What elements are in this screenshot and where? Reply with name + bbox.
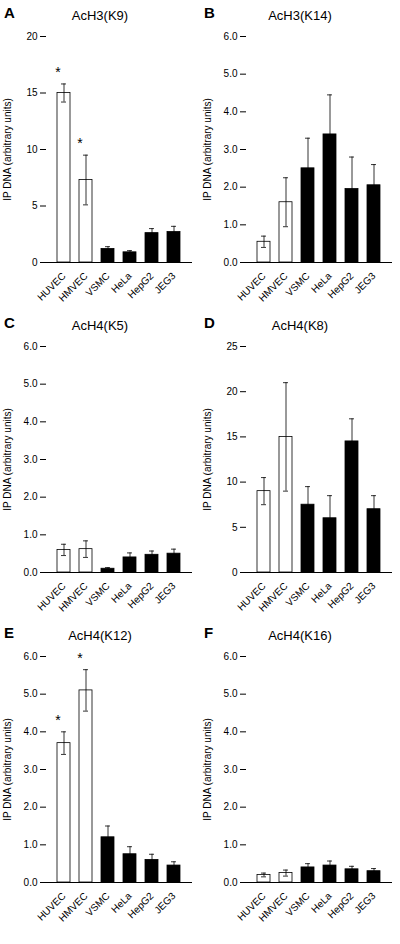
svg-text:*: *: [77, 135, 83, 151]
svg-text:VSMC: VSMC: [83, 270, 111, 298]
svg-text:IP DNA (arbitrary units): IP DNA (arbitrary units): [2, 98, 13, 201]
svg-text:4.0: 4.0: [24, 416, 38, 427]
svg-text:5.0: 5.0: [24, 688, 38, 699]
svg-text:*: *: [55, 712, 61, 728]
svg-text:VSMC: VSMC: [283, 580, 311, 608]
svg-text:0: 0: [32, 257, 38, 268]
html-text:AcH4(K8): AcH4(K8): [271, 318, 329, 333]
svg-text:IP DNA (arbitrary units): IP DNA (arbitrary units): [202, 718, 213, 821]
svg-text:10: 10: [226, 476, 238, 487]
svg-text:0.0: 0.0: [24, 877, 38, 888]
svg-text:6.0: 6.0: [224, 651, 238, 662]
html-text:F: F: [204, 624, 214, 641]
svg-text:1.0: 1.0: [224, 219, 238, 230]
svg-text:0.0: 0.0: [224, 257, 238, 268]
svg-text:HUVEC: HUVEC: [235, 890, 268, 923]
svg-text:JEG3: JEG3: [352, 580, 378, 606]
svg-text:HeLa: HeLa: [309, 580, 334, 605]
svg-text:2.0: 2.0: [24, 801, 38, 812]
html-text:AcH3(K9): AcH3(K9): [71, 8, 129, 23]
svg-text:HeLa: HeLa: [109, 890, 134, 915]
svg-text:20: 20: [226, 386, 238, 397]
svg-text:HeLa: HeLa: [309, 270, 334, 295]
svg-text:HUVEC: HUVEC: [235, 580, 268, 613]
svg-text:5.0: 5.0: [224, 688, 238, 699]
svg-text:HUVEC: HUVEC: [35, 270, 68, 303]
svg-text:IP DNA (arbitrary units): IP DNA (arbitrary units): [202, 98, 213, 201]
svg-text:HepG2: HepG2: [325, 580, 355, 610]
html-text:AcH4(K16): AcH4(K16): [268, 628, 332, 643]
svg-text:5: 5: [32, 200, 38, 211]
svg-text:HMVEC: HMVEC: [256, 270, 289, 303]
html-text:B: B: [204, 4, 215, 21]
svg-text:HMVEC: HMVEC: [56, 270, 89, 303]
svg-text:JEG3: JEG3: [352, 270, 378, 296]
svg-text:5.0: 5.0: [24, 378, 38, 389]
html-text:E: E: [4, 624, 14, 641]
svg-text:VSMC: VSMC: [283, 270, 311, 298]
svg-text:JEG3: JEG3: [152, 890, 178, 916]
svg-text:JEG3: JEG3: [152, 270, 178, 296]
svg-text:3.0: 3.0: [24, 454, 38, 465]
svg-text:JEG3: JEG3: [352, 890, 378, 916]
svg-text:5: 5: [232, 522, 238, 533]
svg-text:4.0: 4.0: [224, 106, 238, 117]
svg-text:3.0: 3.0: [224, 144, 238, 155]
svg-text:HepG2: HepG2: [125, 580, 155, 610]
svg-text:HMVEC: HMVEC: [256, 890, 289, 923]
svg-text:6.0: 6.0: [224, 31, 238, 42]
svg-text:HMVEC: HMVEC: [56, 890, 89, 923]
svg-text:25: 25: [226, 341, 238, 352]
svg-text:HepG2: HepG2: [325, 890, 355, 920]
svg-text:1.0: 1.0: [224, 839, 238, 850]
svg-text:HeLa: HeLa: [309, 890, 334, 915]
svg-text:5.0: 5.0: [224, 68, 238, 79]
svg-text:IP DNA (arbitrary units): IP DNA (arbitrary units): [2, 408, 13, 511]
svg-text:HUVEC: HUVEC: [35, 890, 68, 923]
html-text:C: C: [4, 314, 15, 331]
svg-text:2.0: 2.0: [224, 801, 238, 812]
svg-text:10: 10: [26, 144, 38, 155]
svg-text:3.0: 3.0: [24, 764, 38, 775]
svg-text:HMVEC: HMVEC: [256, 580, 289, 613]
svg-text:2.0: 2.0: [224, 181, 238, 192]
svg-text:HeLa: HeLa: [109, 270, 134, 295]
svg-text:HeLa: HeLa: [109, 580, 134, 605]
svg-text:6.0: 6.0: [24, 651, 38, 662]
svg-text:20: 20: [26, 31, 38, 42]
html-text:D: D: [204, 314, 215, 331]
svg-text:15: 15: [26, 87, 38, 98]
svg-text:0: 0: [232, 567, 238, 578]
svg-text:HMVEC: HMVEC: [56, 580, 89, 613]
svg-text:0.0: 0.0: [224, 877, 238, 888]
svg-text:*: *: [77, 650, 83, 666]
svg-text:4.0: 4.0: [224, 726, 238, 737]
svg-text:HUVEC: HUVEC: [235, 270, 268, 303]
svg-text:15: 15: [226, 431, 238, 442]
svg-text:VSMC: VSMC: [83, 580, 111, 608]
svg-text:HepG2: HepG2: [125, 270, 155, 300]
svg-text:IP DNA (arbitrary units): IP DNA (arbitrary units): [2, 718, 13, 821]
svg-text:4.0: 4.0: [24, 726, 38, 737]
svg-text:JEG3: JEG3: [152, 580, 178, 606]
svg-text:2.0: 2.0: [24, 491, 38, 502]
svg-text:VSMC: VSMC: [83, 890, 111, 918]
svg-text:VSMC: VSMC: [283, 890, 311, 918]
svg-text:1.0: 1.0: [24, 529, 38, 540]
svg-text:1.0: 1.0: [24, 839, 38, 850]
svg-text:*: *: [55, 64, 61, 80]
html-text:AcH4(K5): AcH4(K5): [71, 318, 129, 333]
html-text:A: A: [4, 4, 15, 21]
svg-text:3.0: 3.0: [224, 764, 238, 775]
html-text:AcH4(K12): AcH4(K12): [68, 628, 132, 643]
svg-text:0.0: 0.0: [24, 567, 38, 578]
html-text:AcH3(K14): AcH3(K14): [268, 8, 332, 23]
svg-text:HUVEC: HUVEC: [35, 580, 68, 613]
svg-text:HepG2: HepG2: [125, 890, 155, 920]
svg-text:IP DNA (arbitrary units): IP DNA (arbitrary units): [202, 408, 213, 511]
svg-text:6.0: 6.0: [24, 341, 38, 352]
svg-text:HepG2: HepG2: [325, 270, 355, 300]
